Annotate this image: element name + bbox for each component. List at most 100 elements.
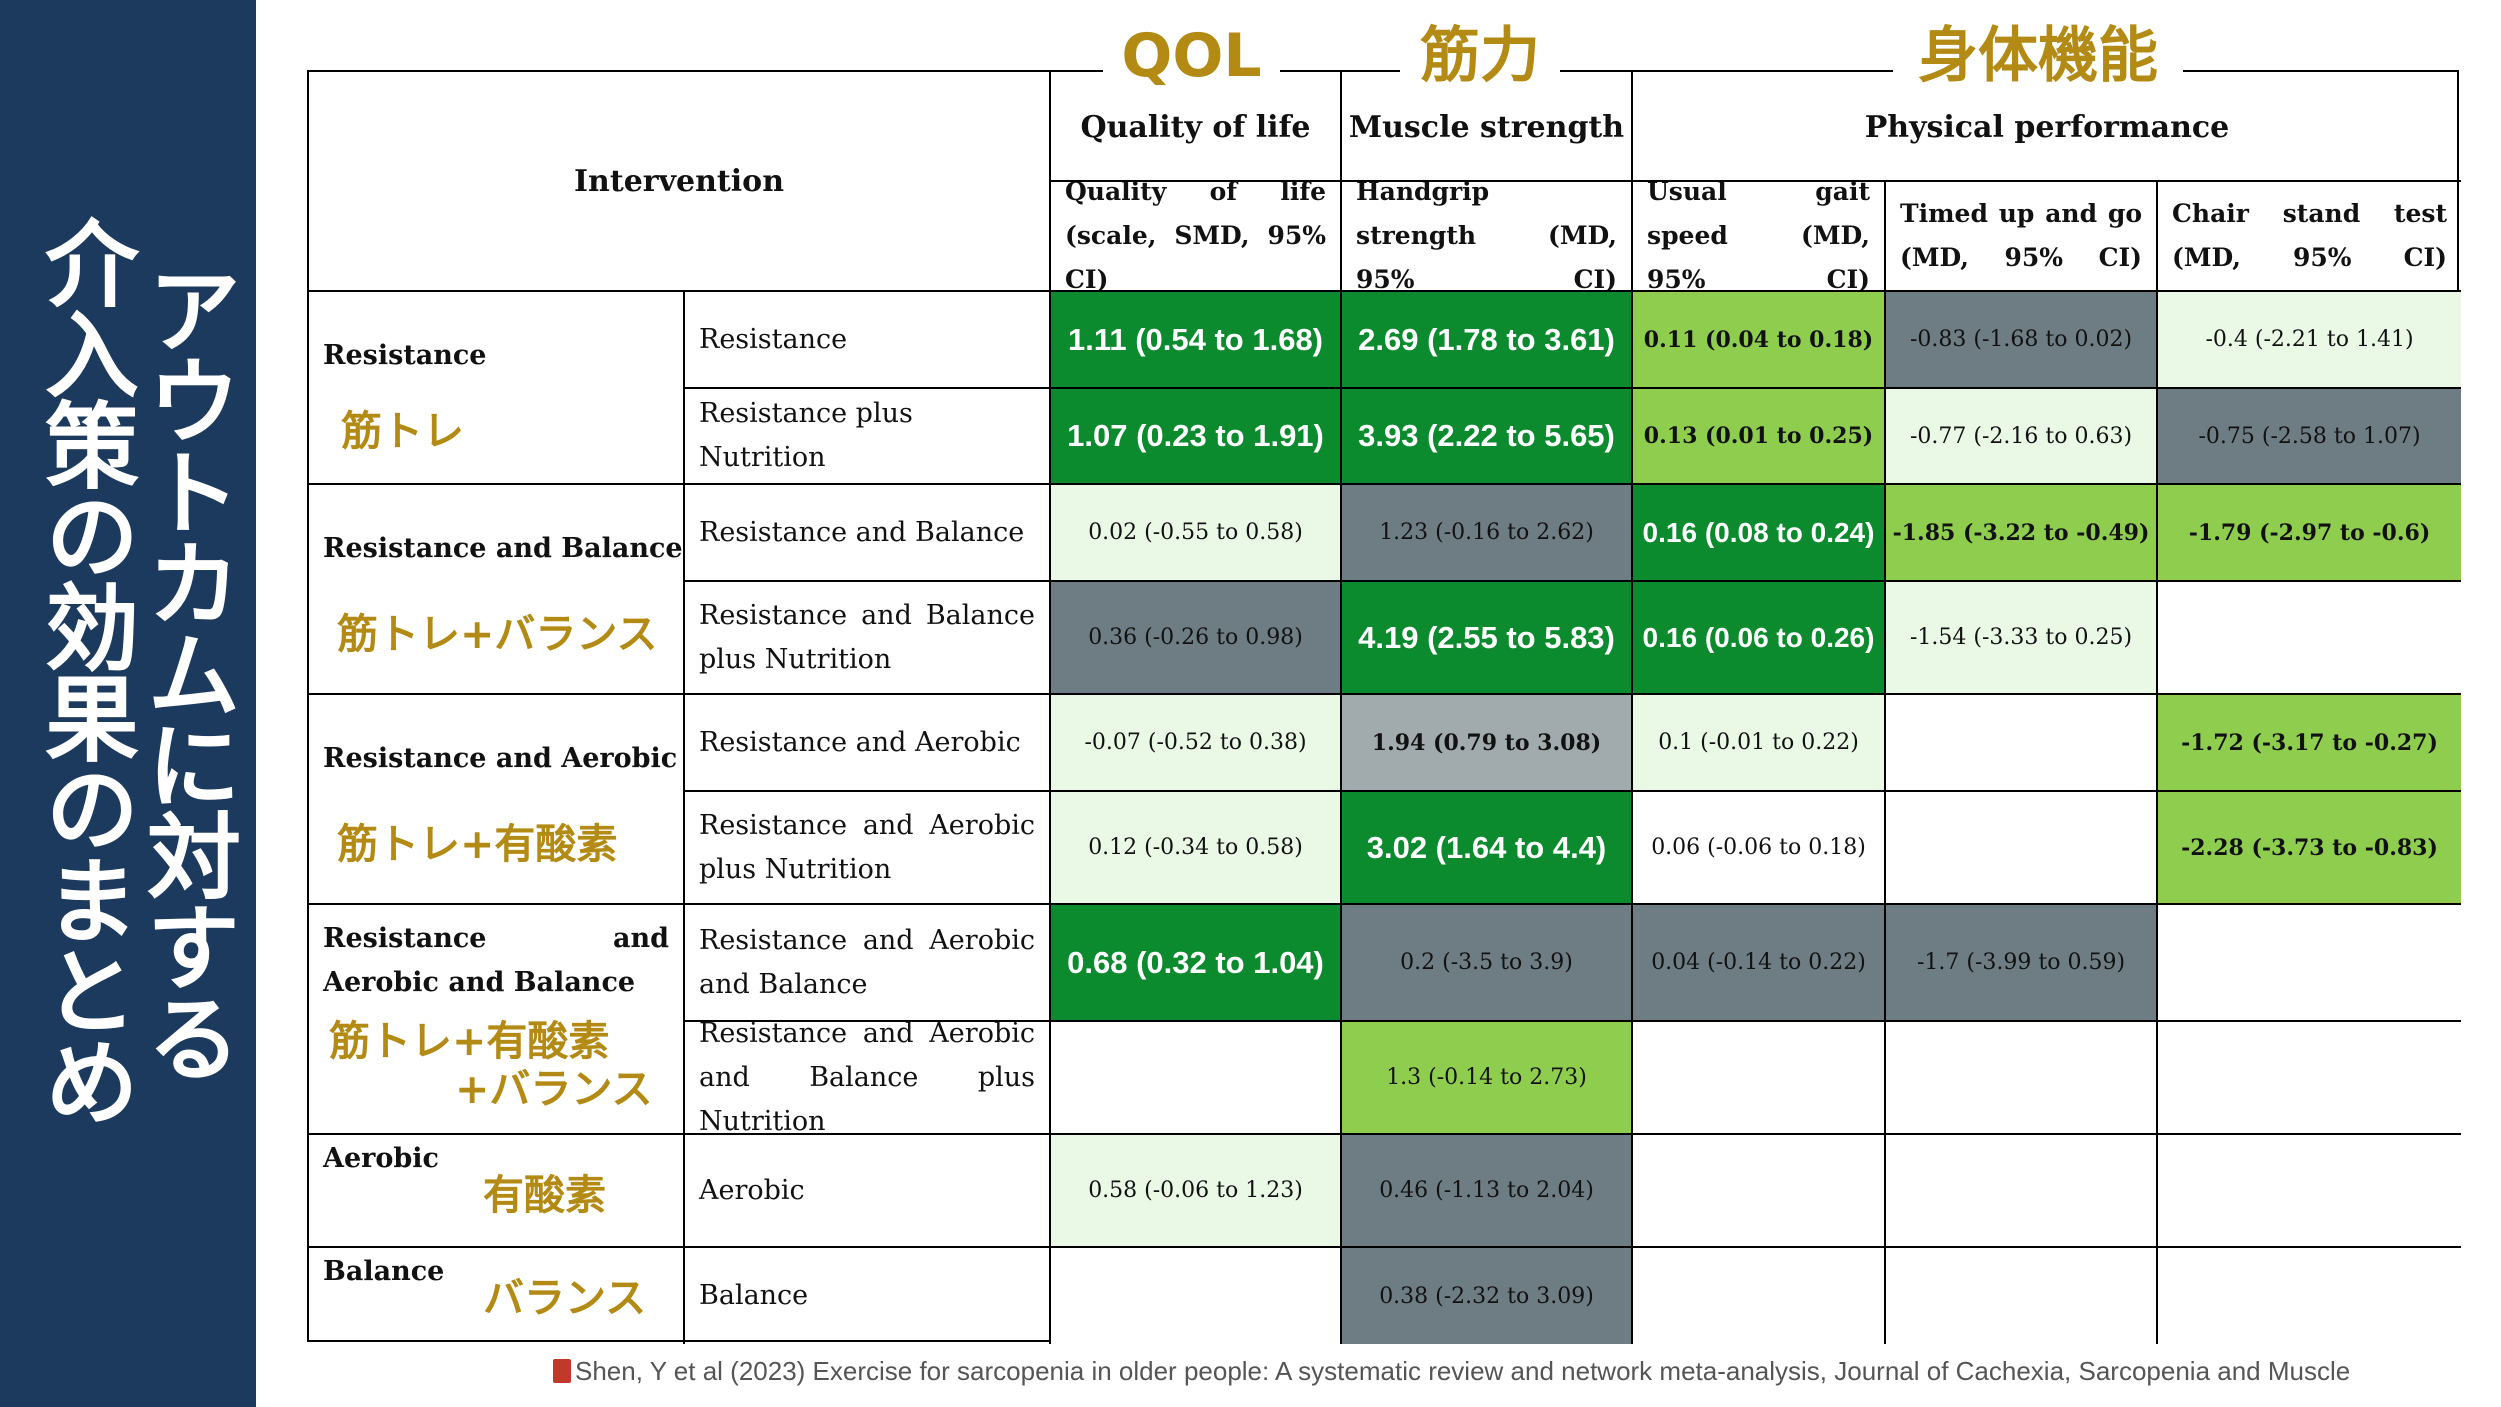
row-label-text: Resistance and Balance — [699, 516, 1025, 548]
cell-qol: 0.36 (-0.26 to 0.98) — [1051, 582, 1342, 695]
row-label: Resistance and Balance — [685, 485, 1051, 582]
group-balance: Balance バランス — [309, 1248, 685, 1344]
cell-gait — [1633, 1248, 1886, 1344]
col-header-gait-text: Usual gait speed (MD, 95% CI) — [1647, 182, 1870, 292]
row-label-text: Resistance and Aerobic and Balance plus … — [699, 1022, 1035, 1135]
col-header-grip-text: Handgrip strength (MD, 95% CI) — [1356, 182, 1617, 292]
cell-tug — [1886, 792, 2158, 905]
cell-chair: -0.4 (-2.21 to 1.41) — [2158, 292, 2461, 389]
cell-qol: 0.58 (-0.06 to 1.23) — [1051, 1135, 1342, 1248]
cell-gait: 0.11 (0.04 to 0.18) — [1633, 292, 1886, 389]
group-en: Aerobic — [323, 1143, 439, 1174]
row-label: Resistance and Aerobic plus Nutrition — [685, 792, 1051, 905]
group-en: Resistance — [323, 340, 487, 371]
cell-gait: 0.13 (0.01 to 0.25) — [1633, 389, 1886, 485]
group-aerobic: Aerobic 有酸素 — [309, 1135, 685, 1248]
header-qol-en: Quality of life — [1080, 110, 1311, 145]
header-intervention-label: Intervention — [574, 163, 784, 199]
row-label-text: Resistance and Aerobic and Balance — [699, 924, 1035, 1000]
group-resistance-aerobic: Resistance and Aerobic 筋トレ+有酸素 — [309, 695, 685, 905]
cell-grip: 1.94 (0.79 to 3.08) — [1342, 695, 1633, 792]
header-strength-en: Muscle strength — [1348, 110, 1625, 145]
cell-tug — [1886, 695, 2158, 792]
cell-qol: 0.12 (-0.34 to 0.58) — [1051, 792, 1342, 905]
cell-chair — [2158, 582, 2461, 695]
header-physical-en: Physical performance — [1864, 110, 2230, 145]
cell-gait: 0.06 (-0.06 to 0.18) — [1633, 792, 1886, 905]
cell-grip: 0.2 (-3.5 to 3.9) — [1342, 905, 1633, 1022]
row-label-text: Aerobic — [699, 1174, 805, 1206]
cell-gait — [1633, 1135, 1886, 1248]
cell-tug — [1886, 1135, 2158, 1248]
cell-tug — [1886, 1248, 2158, 1344]
cell-grip: 0.38 (-2.32 to 3.09) — [1342, 1248, 1633, 1344]
cell-grip: 1.23 (-0.16 to 2.62) — [1342, 485, 1633, 582]
col-header-tug-text: Timed up and go (MD, 95% CI) — [1900, 199, 2142, 272]
cell-qol — [1051, 1022, 1342, 1135]
row-label-text: Balance — [699, 1280, 809, 1311]
col-header-qol: Quality of life (scale, SMD, 95% CI) — [1051, 182, 1342, 292]
cell-grip: 1.3 (-0.14 to 2.73) — [1342, 1022, 1633, 1135]
sidebar-title-line2: 介入策の効果のまとめ — [29, 215, 138, 1125]
group-jp: 筋トレ+バランス — [337, 610, 658, 658]
col-header-chair-text: Chair stand test (MD, 95% CI) — [2172, 199, 2447, 272]
cell-chair: -0.75 (-2.58 to 1.07) — [2158, 389, 2461, 485]
col-header-gait: Usual gait speed (MD, 95% CI) — [1633, 182, 1886, 292]
cell-qol: 0.68 (0.32 to 1.04) — [1051, 905, 1342, 1022]
cell-chair: -1.79 (-2.97 to -0.6) — [2158, 485, 2461, 582]
col-header-chair: Chair stand test (MD, 95% CI) — [2158, 182, 2461, 292]
group-jp-line2: +バランス — [455, 1065, 653, 1113]
group-resistance-balance: Resistance and Balance 筋トレ+バランス — [309, 485, 685, 695]
cell-tug — [1886, 1022, 2158, 1135]
cell-gait: 0.16 (0.08 to 0.24) — [1633, 485, 1886, 582]
sidebar: アウトカムに対する 介入策の効果のまとめ — [0, 0, 256, 1407]
cell-grip: 3.93 (2.22 to 5.65) — [1342, 389, 1633, 485]
header-strength-jp: 筋力 — [1400, 20, 1560, 92]
cell-tug: -0.83 (-1.68 to 0.02) — [1886, 292, 2158, 389]
row-label-text: Resistance plus Nutrition — [699, 398, 913, 473]
cell-chair — [2158, 1135, 2461, 1248]
cell-qol: 0.02 (-0.55 to 0.58) — [1051, 485, 1342, 582]
row-label: Resistance and Aerobic — [685, 695, 1051, 792]
group-jp: 筋トレ — [341, 407, 464, 455]
row-label: Resistance — [685, 292, 1051, 389]
header-strength: Muscle strength — [1342, 72, 1633, 182]
cell-qol: -0.07 (-0.52 to 0.38) — [1051, 695, 1342, 792]
cell-grip: 2.69 (1.78 to 3.61) — [1342, 292, 1633, 389]
results-table: Intervention Quality of life Muscle stre… — [307, 70, 2461, 1344]
row-label: Resistance and Aerobic and Balance plus … — [685, 1022, 1051, 1135]
group-jp: 筋トレ+有酸素 — [329, 1017, 610, 1065]
row-label-text: Resistance — [699, 323, 848, 355]
row-label: Balance — [685, 1248, 1051, 1344]
header-qol: Quality of life — [1051, 72, 1342, 182]
book-icon — [553, 1359, 571, 1383]
col-header-qol-text: Quality of life (scale, SMD, 95% CI) — [1065, 182, 1326, 292]
cell-tug: -1.85 (-3.22 to -0.49) — [1886, 485, 2158, 582]
cell-chair — [2158, 1248, 2461, 1344]
row-label-text: Resistance and Balance plus Nutrition — [699, 599, 1035, 675]
group-en: Resistance and Aerobic and Balance — [323, 923, 669, 998]
row-label-text: Resistance and Aerobic plus Nutrition — [699, 809, 1035, 885]
citation: Shen, Y et al (2023) Exercise for sarcop… — [553, 1356, 2350, 1387]
cell-chair: -2.28 (-3.73 to -0.83) — [2158, 792, 2461, 905]
cell-tug: -0.77 (-2.16 to 0.63) — [1886, 389, 2158, 485]
cell-qol: 1.07 (0.23 to 1.91) — [1051, 389, 1342, 485]
row-label: Resistance and Aerobic and Balance — [685, 905, 1051, 1022]
cell-chair: -1.72 (-3.17 to -0.27) — [2158, 695, 2461, 792]
group-jp: バランス — [483, 1274, 647, 1322]
cell-gait: 0.16 (0.06 to 0.26) — [1633, 582, 1886, 695]
col-header-grip: Handgrip strength (MD, 95% CI) — [1342, 182, 1633, 292]
cell-tug: -1.54 (-3.33 to 0.25) — [1886, 582, 2158, 695]
row-label: Aerobic — [685, 1135, 1051, 1248]
header-qol-jp: QOL — [1103, 20, 1280, 92]
cell-chair — [2158, 905, 2461, 1022]
col-header-tug: Timed up and go (MD, 95% CI) — [1886, 182, 2158, 292]
sidebar-title-line1: アウトカムに対する — [131, 262, 240, 1081]
cell-grip: 3.02 (1.64 to 4.4) — [1342, 792, 1633, 905]
cell-grip: 4.19 (2.55 to 5.83) — [1342, 582, 1633, 695]
cell-gait: 0.1 (-0.01 to 0.22) — [1633, 695, 1886, 792]
header-physical: Physical performance — [1633, 72, 2461, 182]
row-label: Resistance and Balance plus Nutrition — [685, 582, 1051, 695]
header-intervention: Intervention — [309, 72, 1051, 292]
cell-qol: 1.11 (0.54 to 1.68) — [1051, 292, 1342, 389]
